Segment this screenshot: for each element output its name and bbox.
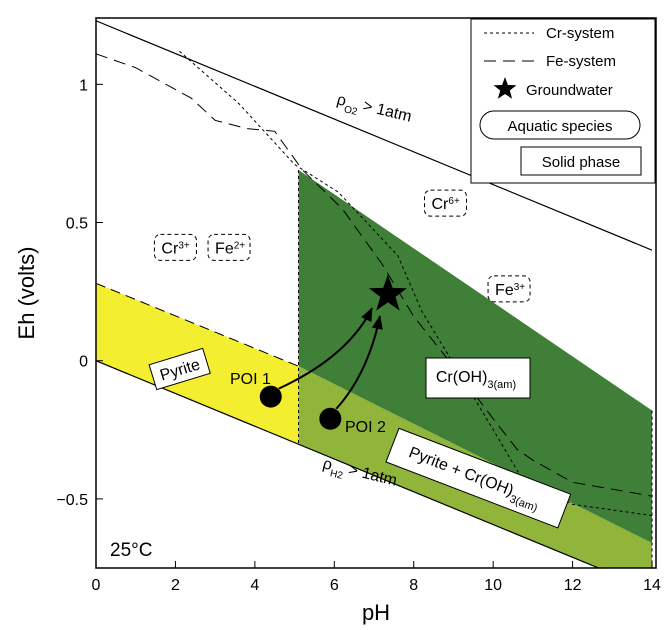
legend-fe-system: Fe-system [546, 53, 616, 70]
legend-solid-box [520, 146, 642, 176]
species-label-fe-3plus: Fe3+ [487, 275, 531, 303]
legend-cr-system: Cr-system [546, 25, 614, 42]
x-tick-label: 10 [484, 577, 502, 594]
aquatic-species-labels: Cr3+ Fe2+ Cr6+ Fe3+ [153, 189, 531, 303]
species-text: Cr6+ [432, 196, 460, 214]
species-label-cr-3plus: Cr3+ [153, 233, 197, 261]
poi-2-label: POI 2 [345, 419, 386, 436]
groundwater-star [368, 274, 407, 311]
x-tick-label: 8 [409, 577, 418, 594]
y-axis: −0.5 0 0.5 1 [56, 77, 103, 509]
legend-solid: Solid phase [542, 154, 620, 171]
x-axis-label: pH [362, 600, 390, 625]
y-axis-label: Eh (volts) [14, 247, 39, 340]
label-pyrite: Pyrite [148, 347, 211, 391]
y-tick-label: 0 [79, 354, 88, 371]
pyrite-upper-edge [96, 282, 299, 367]
y-tick-label: 0.5 [66, 216, 88, 233]
x-tick-label: 6 [330, 577, 339, 594]
fe-system-line [96, 53, 653, 497]
legend-groundwater: Groundwater [526, 82, 613, 99]
poi-2-marker [319, 407, 342, 430]
temperature-label: 25°C [110, 540, 152, 561]
species-box [153, 233, 197, 261]
y-tick-label: −0.5 [56, 492, 88, 509]
species-box [487, 275, 531, 303]
y-tick-label: 1 [79, 77, 88, 94]
region-croh [298, 170, 652, 544]
label-croh: Cr(OH)3(am) [425, 357, 531, 399]
species-text: Fe3+ [495, 281, 525, 299]
svg-text:Cr(OH)3(am): Cr(OH)3(am) [436, 369, 516, 391]
species-label-cr-6plus: Cr6+ [424, 189, 468, 217]
species-text: Cr3+ [161, 240, 189, 257]
x-tick-label: 14 [643, 577, 661, 594]
arrow-poi2-to-groundwater [335, 315, 383, 410]
poi-1-marker [259, 385, 282, 408]
species-text: Fe2+ [215, 240, 245, 257]
x-axis: 0 2 4 6 8 10 12 14 [92, 561, 661, 594]
legend-aquatic-box [479, 110, 641, 140]
x-tick-label: 4 [250, 577, 259, 594]
species-box [207, 233, 251, 261]
legend: Cr-system Fe-system Groundwater Aquatic … [470, 18, 656, 184]
legend-star-icon [493, 77, 517, 99]
poi-1-label: POI 1 [230, 371, 271, 388]
h2-limit-line [96, 360, 601, 568]
legend-aquatic: Aquatic species [507, 118, 612, 135]
x-tick-label: 2 [171, 577, 180, 594]
x-tick-label: 12 [564, 577, 582, 594]
cr-system-line [179, 50, 653, 516]
arrow-poi1-to-groundwater [278, 307, 373, 390]
species-label-fe-2plus: Fe2+ [207, 233, 251, 261]
species-box [424, 189, 468, 217]
x-tick-label: 0 [92, 577, 101, 594]
plot-frame [95, 17, 657, 569]
